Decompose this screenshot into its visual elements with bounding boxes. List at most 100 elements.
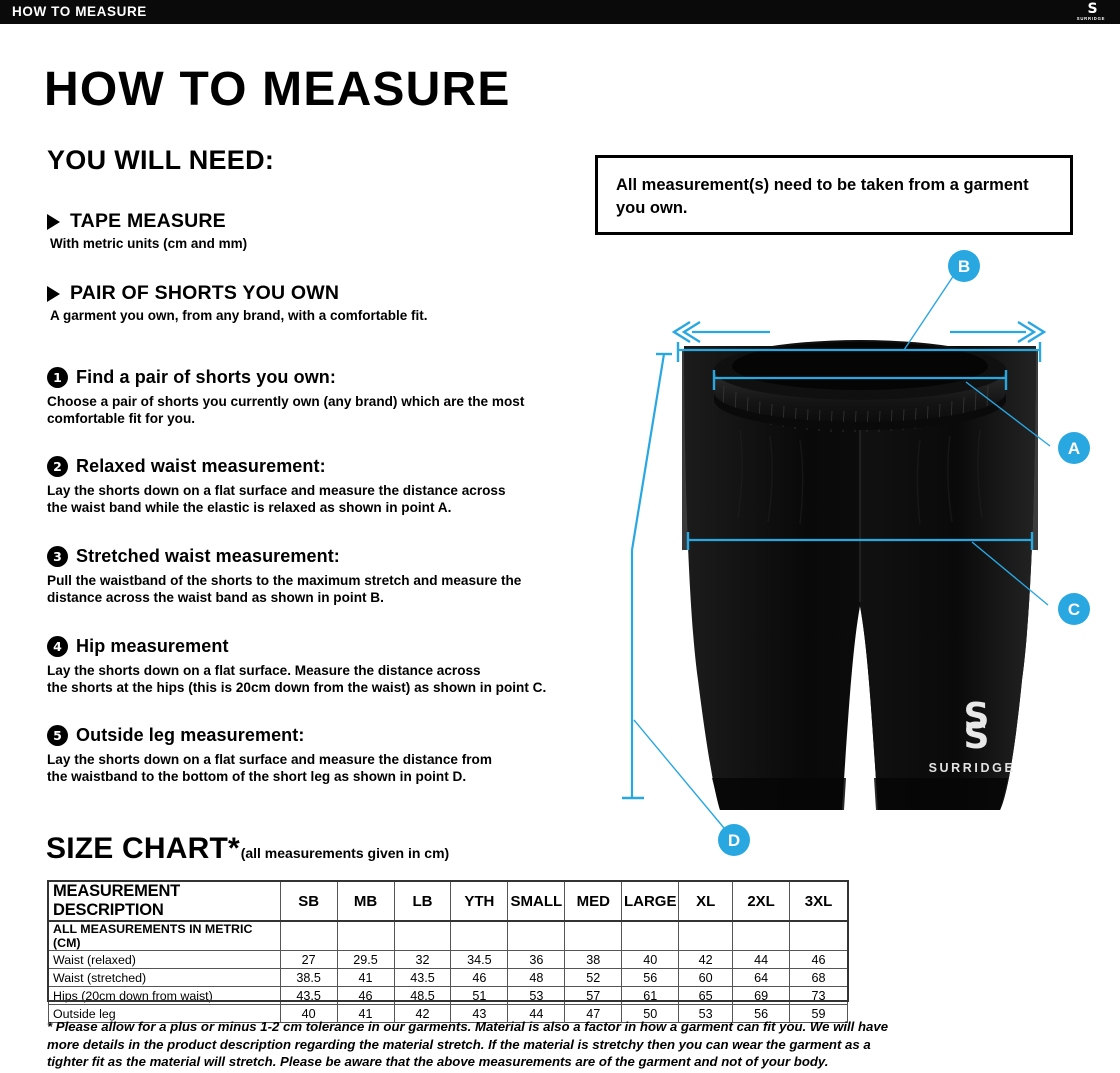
need-item-subtitle: With metric units (cm and mm) (50, 236, 248, 251)
col-header-2: MB (336, 881, 395, 922)
step-title: Stretched waist measurement: (76, 546, 340, 566)
row-value: 68 (789, 968, 848, 987)
row-value: 73 (789, 986, 848, 1005)
marker-badge-d: D (718, 824, 750, 856)
row-value: 44 (732, 950, 791, 969)
step-2: 2 Relaxed waist measurement: Lay the sho… (47, 456, 506, 516)
surridge-wordmark: SURRIDGE (1076, 16, 1106, 21)
col-header-7: LARGE (621, 881, 680, 922)
step-body: Choose a pair of shorts you currently ow… (47, 394, 525, 426)
measurement-line-a (712, 370, 1051, 447)
empty-cell (393, 920, 452, 951)
col-header-0: MEASUREMENT DESCRIPTION (48, 881, 281, 922)
step-4: 4 Hip measurement Lay the shorts down on… (47, 636, 546, 696)
row-value: 52 (564, 968, 623, 987)
col-header-8: XL (678, 881, 734, 922)
step-body: Lay the shorts down on a flat surface an… (47, 752, 492, 784)
size-chart-table: MEASUREMENT DESCRIPTION SB MB LB YTH SMA… (48, 881, 848, 1023)
footnote-text: * Please allow for a plus or minus 1-2 c… (47, 1019, 889, 1069)
shorts-illustration-svg: S S SURRIDGE (622, 250, 1090, 856)
row-value: 43 (450, 1004, 509, 1023)
step-5: 5 Outside leg measurement: Lay the short… (47, 725, 492, 785)
need-item-subtitle: A garment you own, from any brand, with … (50, 308, 428, 323)
row-value: 46 (789, 950, 848, 969)
row-value: 69 (732, 986, 791, 1005)
empty-cell (279, 920, 338, 951)
callout-text: All measurement(s) need to be taken from… (616, 176, 1029, 217)
step-number-badge: 2 (47, 456, 68, 477)
surridge-s-glyph: S (1087, 1, 1097, 17)
row-value: 46 (450, 968, 509, 987)
row-value: 59 (789, 1004, 848, 1023)
triangle-bullet-icon (47, 285, 60, 302)
table-row: Hips (20cm down from waist) 43.5 46 48.5… (48, 986, 848, 1005)
step-number-badge: 3 (47, 546, 68, 567)
row-label: Outside leg (48, 1004, 281, 1023)
col-header-6: MED (564, 881, 623, 922)
marker-badge-a: A (1058, 432, 1090, 464)
size-chart-units-note: (all measurements given in cm) (240, 845, 450, 861)
step-body: Lay the shorts down on a flat surface. M… (47, 663, 547, 695)
empty-cell (678, 920, 734, 951)
need-item-tape-measure: TAPE MEASURE With metric units (cm and m… (47, 210, 247, 251)
step-title: Outside leg measurement: (76, 725, 305, 745)
row-value: 56 (732, 1004, 791, 1023)
svg-text:SURRIDGE: SURRIDGE (929, 761, 1016, 775)
empty-cell (336, 920, 395, 951)
step-1: 1 Find a pair of shorts you own: Choose … (47, 367, 524, 427)
row-value: 41 (336, 968, 395, 987)
table-row-metric-note: ALL MEASUREMENTS IN METRIC (CM) (48, 920, 848, 951)
row-value: 27 (279, 950, 338, 969)
marker-badge-c: C (1058, 593, 1090, 625)
row-value: 38 (564, 950, 623, 969)
step-number-badge: 5 (47, 725, 68, 746)
page-title: HOW TO MEASURE (44, 63, 511, 116)
step-body: Pull the waistband of the shorts to the … (47, 573, 522, 605)
table-row: Outside leg 40 41 42 43 44 47 50 53 56 5… (48, 1004, 848, 1023)
size-chart-title: SIZE CHART (46, 832, 228, 865)
col-header-4: YTH (450, 881, 509, 922)
row-value: 29.5 (336, 950, 395, 969)
row-value: 50 (621, 1004, 680, 1023)
row-value: 38.5 (279, 968, 338, 987)
table-header-row: MEASUREMENT DESCRIPTION SB MB LB YTH SMA… (48, 881, 848, 922)
empty-cell (789, 920, 848, 951)
row-value: 57 (564, 986, 623, 1005)
top-header-bar: HOW TO MEASURE S SURRIDGE (0, 0, 1120, 24)
row-label: Waist (stretched) (48, 968, 281, 987)
empty-cell (564, 920, 623, 951)
row-value: 65 (678, 986, 734, 1005)
table-row: Waist (relaxed) 27 29.5 32 34.5 36 38 40… (48, 950, 848, 969)
empty-cell (621, 920, 680, 951)
size-chart-table-wrapper: MEASUREMENT DESCRIPTION SB MB LB YTH SMA… (48, 881, 848, 1023)
svg-text:B: B (958, 257, 970, 276)
col-header-5: SMALL (507, 881, 566, 922)
top-header-title: HOW TO MEASURE (12, 4, 147, 19)
row-value: 48 (507, 968, 566, 987)
triangle-bullet-icon (47, 213, 60, 230)
row-label: Hips (20cm down from waist) (48, 986, 281, 1005)
row-value: 40 (279, 1004, 338, 1023)
row-label: Waist (relaxed) (48, 950, 281, 969)
shorts-diagram: S S SURRIDGE (620, 250, 1100, 860)
measurement-line-b (671, 271, 1047, 362)
row-value: 61 (621, 986, 680, 1005)
empty-cell (732, 920, 791, 951)
col-header-9: 2XL (732, 881, 791, 922)
surridge-logo-icon: S SURRIDGE (1069, 1, 1113, 24)
need-item-title: PAIR OF SHORTS YOU OWN (70, 282, 340, 304)
svg-text:C: C (1068, 600, 1080, 619)
step-body: Lay the shorts down on a flat surface an… (47, 483, 506, 515)
row-value: 32 (393, 950, 452, 969)
step-number-badge: 1 (47, 367, 68, 388)
row-value: 64 (732, 968, 791, 987)
you-will-need-heading: YOU WILL NEED: (47, 145, 275, 175)
measurement-line-c (686, 532, 1049, 606)
step-title: Relaxed waist measurement: (76, 456, 326, 476)
empty-cell (507, 920, 566, 951)
svg-text:D: D (728, 831, 740, 850)
step-3: 3 Stretched waist measurement: Pull the … (47, 546, 521, 606)
col-header-3: LB (393, 881, 452, 922)
row-value: 43.5 (279, 986, 338, 1005)
